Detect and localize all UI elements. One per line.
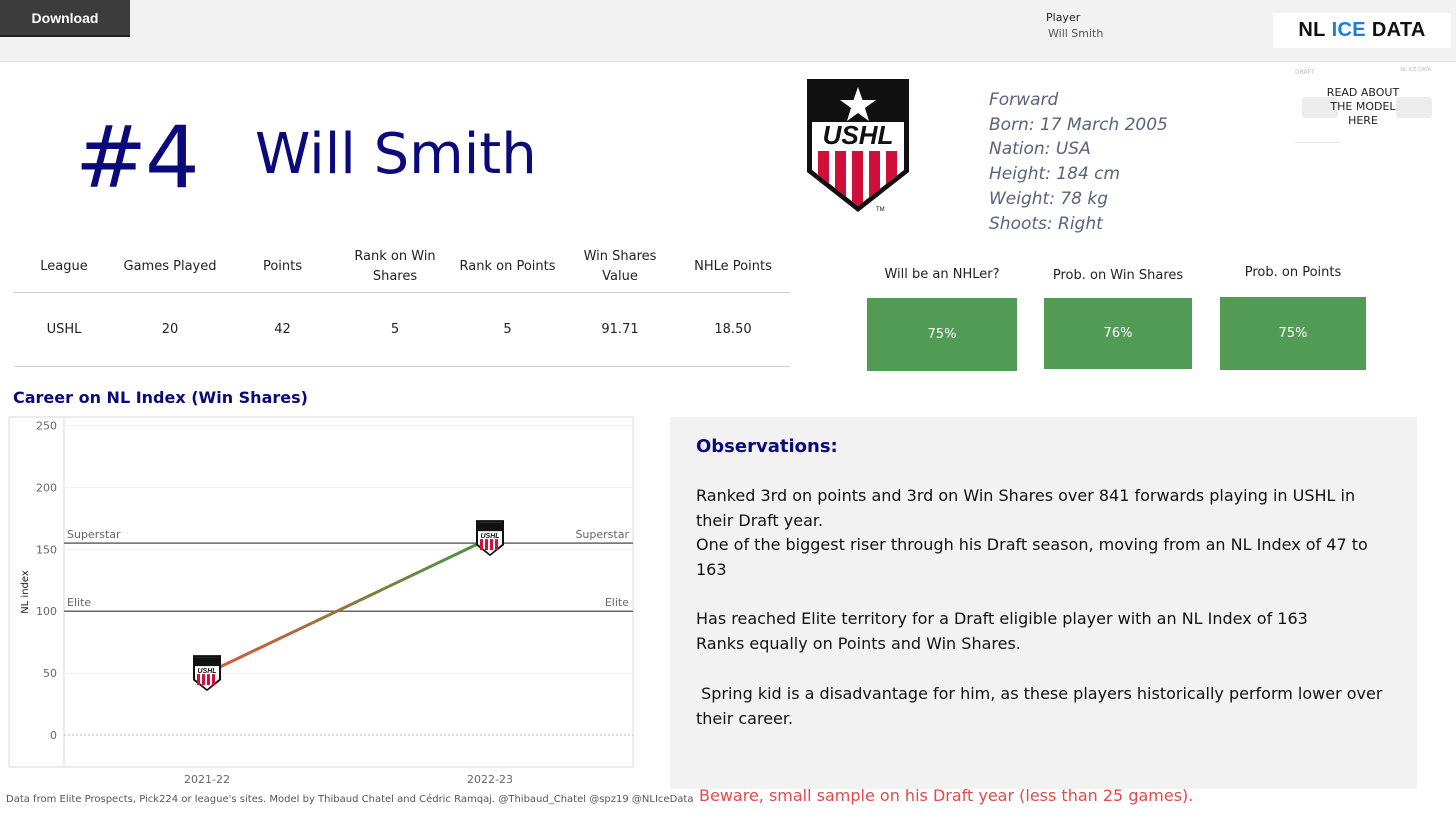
observation-1: Ranked 3rd on points and 3rd on Win Shar… [696,486,1356,530]
chart-y-tick-label: 50 [43,667,57,680]
chart-marker-label: USHL [197,668,216,675]
brand-part-2: ICE [1331,19,1366,41]
observation-5: Spring kid is a disadvantage for him, as… [696,684,1388,728]
read-more-label[interactable]: READ ABOUT THE MODEL HERE [1326,86,1400,127]
read-more-pill-left [1302,97,1338,118]
stats-table: League Games Played Points Rank on Win S… [14,242,790,367]
player-filter-label: Player [1046,11,1081,24]
cell-rank-win-shares: 5 [339,292,451,367]
chart-y-label: NL index [20,570,31,614]
chart-y-tick-label: 250 [36,420,57,433]
brand-part-3: DATA [1371,19,1426,41]
chart-point-marker[interactable]: USHL [476,520,504,557]
league-logo-tm: TM [876,207,885,213]
chart-x-tick-label: 2021-22 [184,773,230,786]
table-row: USHL 20 42 5 5 91.71 18.50 [14,292,790,367]
chart-y-tick-label: 200 [36,481,57,494]
chart-x-ticks: 2021-22 2022-23 [184,773,513,786]
cell-games-played: 20 [114,292,226,367]
cell-nhle-points: 18.50 [676,292,790,367]
bio-born: Born: 17 March 2005 [989,114,1168,135]
chart-series [206,536,491,675]
read-more-tiny-left: DRAFT [1295,69,1315,76]
read-more-pill-right [1396,97,1432,118]
chart-y-tick-label: 150 [36,543,57,556]
prob-win-shares-value: 76% [1044,298,1192,369]
prob-points-value: 75% [1220,297,1366,370]
col-points: Points [226,242,339,293]
chart-y-tick-label: 100 [36,605,57,618]
col-league: League [14,242,114,293]
prob-points-card: Prob. on Points 75% [1220,264,1366,370]
credits-footer: Data from Elite Prospects, Pick224 or le… [6,794,694,805]
observations-panel: Observations: Ranked 3rd on points and 3… [670,417,1417,789]
col-games-played: Games Played [114,242,226,293]
observation-4: Ranks equally on Points and Win Shares. [696,634,1021,653]
cell-rank-points: 5 [451,292,564,367]
col-win-shares-value: Win Shares Value [564,242,676,293]
chart-y-tick-label: 0 [50,729,57,742]
prob-nhler-title: Will be an NHLer? [884,266,1000,282]
col-nhle-points: NHLe Points [676,242,790,293]
chart-point-marker[interactable]: USHL [193,655,221,692]
bio-position: Forward [989,90,1059,110]
player-name: Will Smith [255,122,537,187]
read-more-divider [1295,142,1341,143]
chart-y-ticks: 0 50 100 150 200 250 [36,420,57,743]
bio-height: Height: 184 cm [989,164,1121,185]
chart-reference-label-left: Superstar [67,528,121,541]
top-bar: Download Player Will Smith NL ICE DATA [0,0,1456,62]
chart-reference-label-left: Elite [67,596,91,609]
league-logo-icon: USHL TM [807,79,909,213]
chart-reference-label-right: Elite [605,596,629,609]
bio-weight: Weight: 78 kg [989,188,1109,209]
player-bio: Forward Born: 17 March 2005 Nation: USA … [989,88,1168,236]
brand-part-1: NL [1298,19,1326,41]
chart-frame [8,416,634,768]
cell-win-shares-value: 91.71 [564,292,676,367]
chart-gridlines [64,425,633,736]
bio-nation: Nation: USA [989,139,1091,160]
prob-win-shares-title: Prob. on Win Shares [1052,267,1184,283]
cell-league: USHL [14,292,114,367]
chart-reference-lines: Superstar Superstar Elite Elite [64,528,633,612]
player-filter-value[interactable]: Will Smith [1048,27,1104,40]
prob-points-title: Prob. on Points [1244,264,1342,280]
col-rank-points: Rank on Points [451,242,564,293]
read-more-tiny-right: NL ICE DATA [1400,67,1431,73]
chart-reference-label-right: Superstar [575,528,629,541]
cell-points: 42 [226,292,339,367]
observation-3: Has reached Elite territory for a Draft … [696,609,1308,628]
chart-x-tick-label: 2022-23 [467,773,513,786]
draft-pick-number: #4 [75,108,200,208]
league-logo-text: USHL [823,120,894,150]
observations-title: Observations: [696,436,838,457]
prob-nhler-card: Will be an NHLer? 75% [867,264,1017,371]
col-rank-win-shares: Rank on Win Shares [339,242,451,293]
chart-title: Career on NL Index (Win Shares) [13,388,308,407]
stats-header-row: League Games Played Points Rank on Win S… [14,242,790,293]
download-button[interactable]: Download [0,0,130,37]
brand-logo: NL ICE DATA [1273,13,1451,48]
prob-nhler-value: 75% [867,298,1017,371]
observation-2: One of the biggest riser through his Dra… [696,535,1368,579]
prob-win-shares-card: Prob. on Win Shares 76% [1044,264,1192,369]
chart-marker-label: USHL [480,533,499,540]
chart-markers: USHL USHL [193,520,504,692]
bio-shoots: Shoots: Right [989,213,1103,234]
read-about-model-button[interactable]: DRAFT NL ICE DATA READ ABOUT THE MODEL H… [1293,66,1435,144]
sample-warning: Beware, small sample on his Draft year (… [699,786,1194,805]
player-filter[interactable]: Player Will Smith [1046,11,1103,40]
chart-series-line [206,536,491,675]
